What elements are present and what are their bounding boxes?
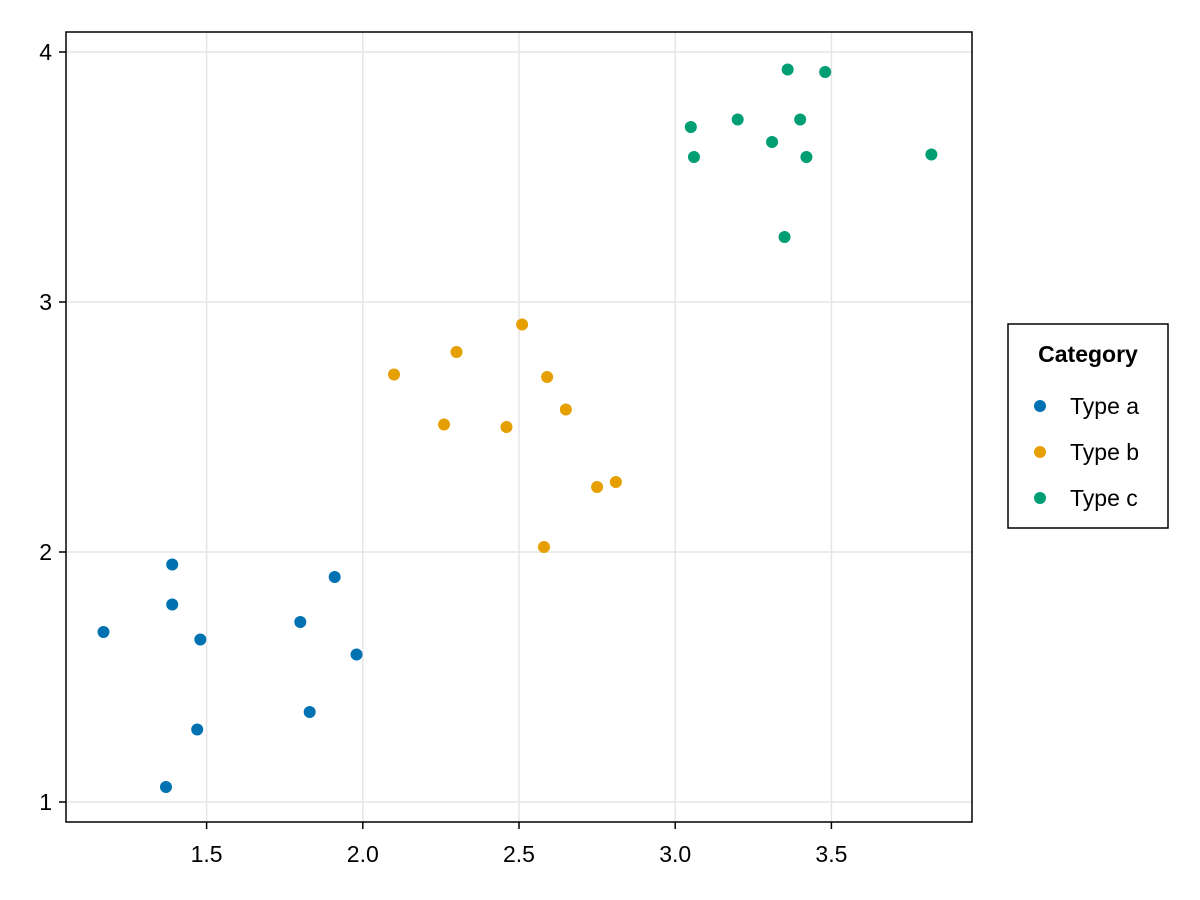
point-type-b [541, 371, 554, 383]
point-type-b [609, 476, 622, 488]
point-type-a [328, 571, 341, 583]
point-type-a [191, 723, 204, 736]
legend: Category Type a Type b Type c [1007, 323, 1169, 529]
legend-marker-type-b [1034, 446, 1046, 458]
point-type-b [591, 481, 604, 493]
point-type-c [778, 231, 791, 243]
x-tick-label: 2.0 [347, 841, 379, 867]
point-type-b [537, 541, 550, 553]
y-tick-label: 2 [39, 539, 52, 565]
x-tick-label: 3.5 [815, 841, 847, 867]
legend-label-type-c: Type c [1070, 485, 1138, 511]
point-type-b [559, 403, 572, 416]
point-type-c [819, 66, 832, 78]
x-tick-label: 3.0 [659, 841, 691, 867]
y-tick-label: 3 [39, 289, 52, 315]
point-type-b [388, 368, 401, 381]
point-type-c [766, 136, 779, 148]
point-type-a [166, 598, 179, 611]
point-type-c [794, 113, 807, 126]
legend-title: Category [1038, 341, 1138, 367]
x-tick-label: 2.5 [503, 841, 535, 867]
point-type-b [438, 418, 451, 431]
data-points [97, 63, 938, 793]
point-type-a [97, 626, 110, 638]
point-type-c [781, 63, 794, 76]
legend-items: Type a Type b Type c [1034, 393, 1139, 511]
legend-box [1007, 323, 1169, 529]
point-type-a [350, 648, 363, 661]
x-axis: 1.5 2.0 2.5 3.0 3.5 [191, 822, 847, 867]
legend-marker-type-c [1034, 492, 1046, 504]
y-tick-label: 4 [39, 39, 52, 65]
point-type-a [166, 558, 179, 571]
point-type-a [303, 706, 316, 718]
legend-marker-type-a [1034, 400, 1046, 412]
point-type-c [800, 151, 813, 163]
point-type-c [925, 148, 938, 161]
y-axis: 1 2 3 4 [39, 39, 66, 815]
point-type-c [687, 151, 700, 163]
point-type-b [516, 318, 529, 331]
legend-label-type-b: Type b [1070, 439, 1139, 465]
point-type-b [500, 421, 513, 433]
x-tick-label: 1.5 [191, 841, 223, 867]
grid-lines [66, 32, 972, 822]
point-type-c [731, 113, 744, 126]
legend-label-type-a: Type a [1070, 393, 1139, 419]
point-type-c [684, 121, 697, 133]
point-type-a [159, 781, 172, 793]
y-tick-label: 1 [39, 789, 52, 815]
point-type-b [450, 346, 463, 358]
point-type-a [294, 616, 307, 628]
point-type-a [194, 633, 207, 646]
